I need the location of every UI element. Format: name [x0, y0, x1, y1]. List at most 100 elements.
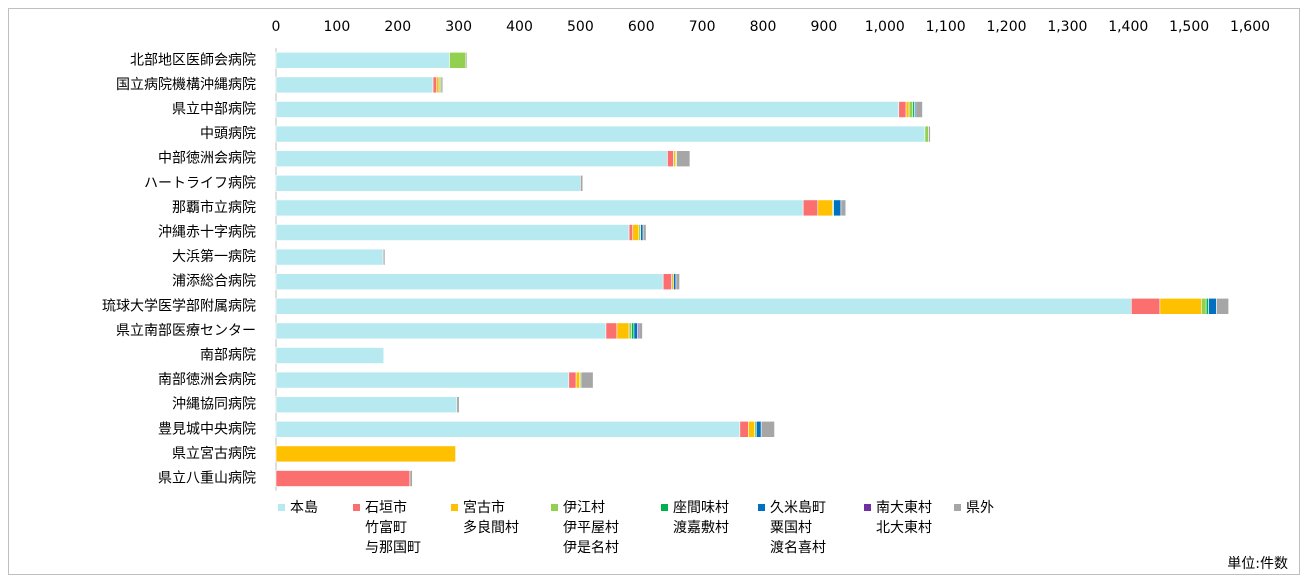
y-tick-label: 南部病院: [200, 348, 256, 364]
x-tick-label: 0: [272, 19, 281, 35]
legend-swatch: [353, 504, 360, 511]
y-tick-label: 沖縄協同病院: [172, 397, 256, 413]
bar-segment: [628, 322, 632, 340]
legend-label: 宮古市: [463, 499, 505, 516]
bar-segment: [275, 470, 411, 487]
y-tick-label: 県立宮古病院: [172, 446, 256, 462]
bar-segment: [748, 420, 755, 438]
bar-segment: [440, 76, 444, 94]
x-tick-label: 900: [811, 19, 838, 35]
bar-segment: [676, 150, 691, 167]
y-tick-label: 県立八重山病院: [158, 471, 256, 487]
bar-segment: [638, 322, 643, 340]
bar-segment: [1208, 297, 1217, 315]
y-tick-label: 北部地区医師会病院: [130, 52, 256, 68]
legend-label: 本島: [290, 500, 318, 516]
bar-segment: [275, 445, 456, 463]
bar-segment: [275, 273, 664, 291]
bar-segment: [640, 224, 644, 241]
bar-segment: [275, 51, 450, 69]
legend-swatch: [451, 504, 458, 511]
legend-swatch: [551, 504, 558, 511]
bar-segment: [840, 199, 847, 217]
y-tick-label: 中頭病院: [200, 126, 256, 142]
x-tick-label: 1,100: [926, 19, 966, 35]
legend-swatch: [954, 504, 961, 511]
unit-note: 単位:件数: [1227, 556, 1288, 572]
bar-segment: [675, 273, 680, 291]
x-tick-label: 1,400: [1108, 19, 1148, 35]
bar-segment: [817, 199, 833, 217]
x-tick-label: 200: [384, 19, 411, 35]
legend-label: 伊平屋村: [563, 520, 619, 536]
x-tick-label: 300: [445, 19, 472, 35]
bar-segment: [275, 396, 458, 414]
bar-segment: [1130, 297, 1161, 315]
legend-swatch: [278, 504, 285, 511]
bar-segment: [616, 322, 630, 340]
x-tick-label: 800: [750, 19, 777, 35]
y-tick-label: 浦添総合病院: [172, 274, 256, 290]
bar-segment: [275, 224, 630, 241]
bar-segment: [633, 322, 638, 340]
legend-label: 竹富町: [365, 519, 407, 536]
bar-segment: [631, 322, 635, 340]
x-tick-label: 1,600: [1230, 19, 1270, 35]
bar-segment: [275, 125, 926, 143]
x-tick-label: 600: [628, 19, 655, 35]
legend-swatch: [864, 504, 871, 511]
legend-label: 伊是名村: [563, 540, 619, 556]
bar-segment: [605, 322, 618, 340]
bar-segment: [673, 273, 677, 291]
bar-segment: [1205, 297, 1209, 315]
bar-segment: [568, 371, 577, 389]
bar-segment: [802, 199, 819, 217]
bar-segment: [1159, 297, 1202, 315]
bar-segment: [924, 125, 929, 143]
bar-segment: [580, 175, 584, 192]
bar-segment: [465, 51, 468, 69]
y-tick-label: 豊見城中央病院: [158, 421, 256, 437]
x-tick-label: 1,500: [1169, 19, 1209, 35]
y-tick-label: 県立南部医療センター: [116, 322, 256, 339]
bar-segment: [275, 76, 434, 94]
bar-segment: [642, 224, 647, 241]
x-tick-label: 400: [506, 19, 533, 35]
bar-segment: [760, 420, 775, 438]
bar-segment: [908, 101, 914, 118]
y-tick-label: 南部徳洲会病院: [158, 372, 256, 388]
bar-segment: [436, 76, 440, 94]
y-tick-label: ハートライフ病院: [144, 175, 256, 191]
bar-segment: [898, 101, 907, 118]
bar-segment: [275, 248, 384, 266]
legend-swatch: [661, 504, 668, 511]
bar-segment: [905, 101, 910, 118]
x-tick-label: 1,000: [865, 19, 905, 35]
bar-segment: [833, 199, 842, 217]
bar-segment: [275, 199, 804, 217]
bar-segment: [275, 322, 607, 340]
legend-label: 県外: [966, 500, 994, 516]
bar-segment: [628, 224, 634, 241]
y-tick-label: 琉球大学医学部附属病院: [102, 298, 256, 314]
bar-segment: [928, 125, 931, 143]
bar-segment: [275, 297, 1132, 315]
legend-label: 粟国村: [770, 520, 812, 536]
bar-segment: [275, 371, 570, 389]
bar-segment: [580, 371, 594, 389]
bar-segment: [382, 248, 386, 266]
legend-label: 北大東村: [876, 520, 932, 536]
legend-label: 久米島町: [770, 500, 826, 516]
y-tick-label: 那覇市立病院: [172, 199, 256, 216]
bar-segment: [915, 101, 923, 118]
bar-segment: [662, 273, 672, 291]
y-tick-label: 国立病院機構沖縄病院: [116, 77, 256, 93]
legend-label: 渡嘉敷村: [673, 520, 729, 536]
bar-segment: [275, 101, 900, 118]
legend-label: 南大東村: [876, 500, 932, 516]
y-tick-label: 沖縄赤十字病院: [158, 225, 256, 241]
y-tick-label: 大浜第一病院: [172, 248, 256, 265]
bar-segment: [432, 76, 438, 94]
bar-segment: [275, 347, 385, 364]
